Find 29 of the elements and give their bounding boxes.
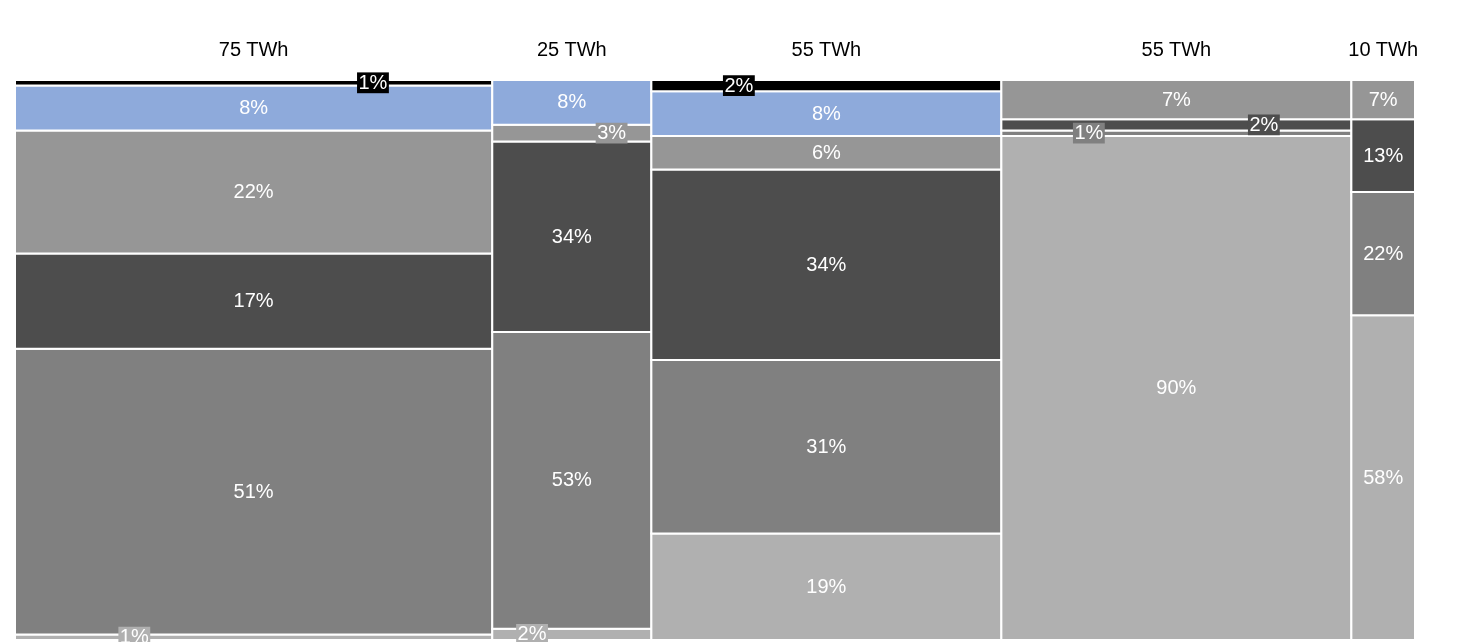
data-label: 51% <box>233 479 274 502</box>
data-label: 7% <box>1368 87 1398 110</box>
data-label: 22% <box>233 180 274 202</box>
data-label: 2% <box>724 73 754 96</box>
data-label: 90% <box>1156 376 1197 398</box>
data-label: 8% <box>239 96 269 118</box>
x-tick-label: 55 TWh <box>791 38 862 60</box>
x-tick-label: 75 TWh <box>218 38 289 60</box>
data-label: 31% <box>806 434 847 457</box>
data-label: 1% <box>1074 121 1104 144</box>
data-label: 8% <box>557 90 587 113</box>
data-label: 22% <box>1363 241 1404 264</box>
data-label: 7% <box>1161 87 1192 110</box>
data-label: 3% <box>597 121 627 144</box>
data-label: 6% <box>811 140 842 163</box>
data-label: 19% <box>806 574 847 597</box>
x-tick-label: 25 TWh <box>536 38 607 60</box>
data-label: 58% <box>1363 465 1404 488</box>
x-tick-label: 55 TWh <box>1141 38 1212 60</box>
data-label: 53% <box>551 468 593 491</box>
data-label: 8% <box>811 101 842 124</box>
data-label: 34% <box>806 252 847 275</box>
data-label: 2% <box>1249 112 1279 135</box>
data-label: 13% <box>1363 143 1404 166</box>
data-label: 17% <box>233 289 274 312</box>
data-label: 34% <box>551 224 593 247</box>
data-label: 1% <box>358 70 388 93</box>
x-tick-label: 10 TWh <box>1348 38 1419 60</box>
data-label: 2% <box>517 622 547 642</box>
